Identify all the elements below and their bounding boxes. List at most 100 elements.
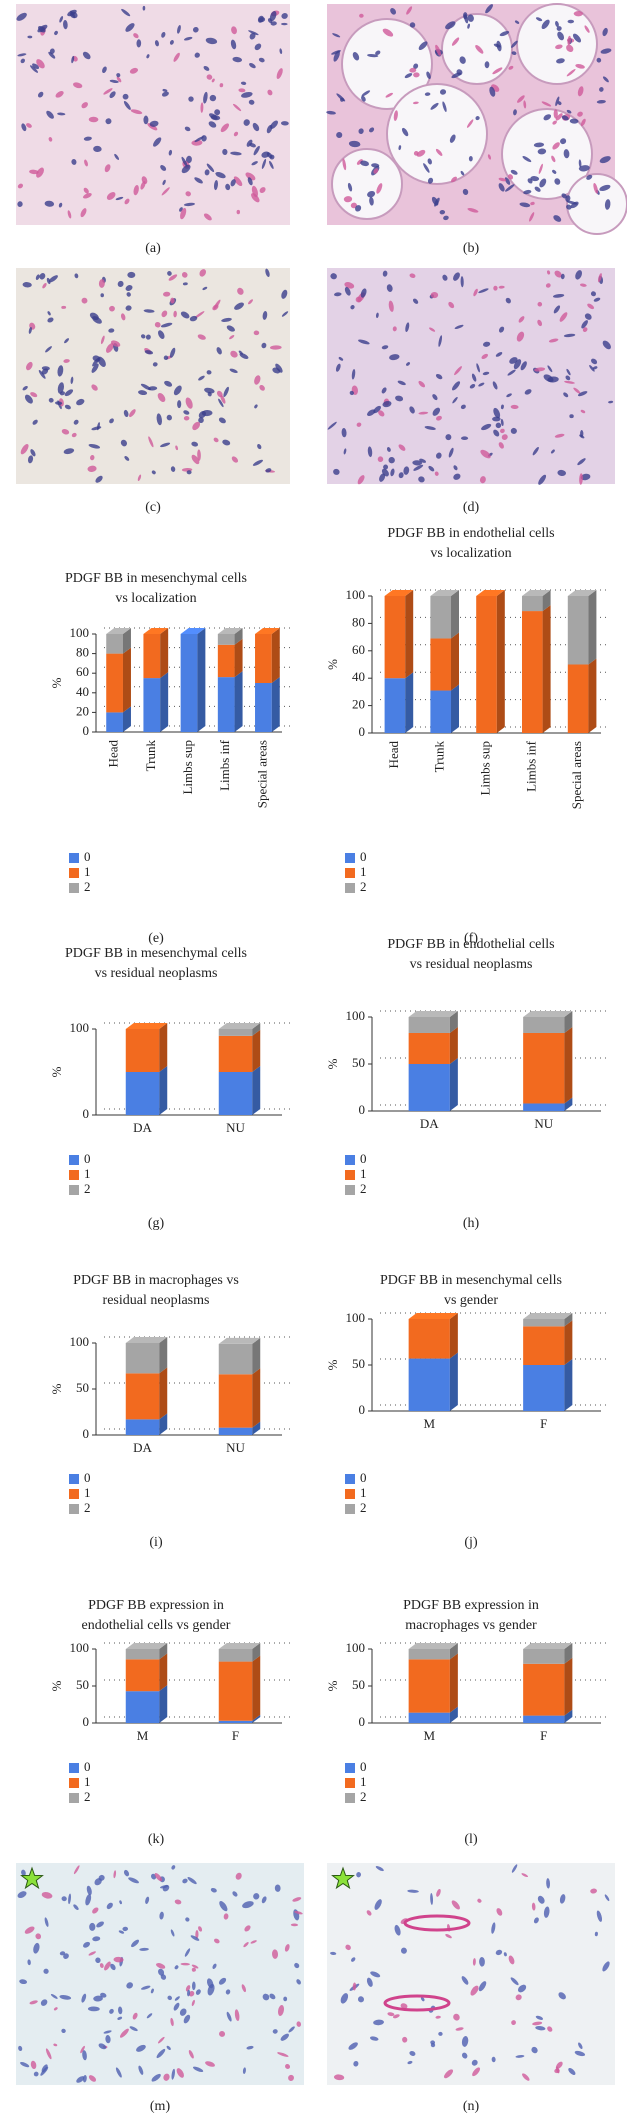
- cell-nucleus: [129, 2026, 138, 2032]
- cell-nucleus: [454, 366, 462, 376]
- cell-nucleus: [218, 398, 224, 408]
- cell-nucleus: [251, 161, 258, 166]
- cell-nucleus: [231, 26, 237, 35]
- bar-side: [252, 1368, 261, 1428]
- cell-nucleus: [537, 319, 543, 327]
- cell-nucleus: [96, 1921, 104, 1928]
- cell-nucleus: [159, 1911, 164, 1920]
- cell-nucleus: [390, 468, 395, 477]
- cell-nucleus: [481, 423, 492, 431]
- x-tick-label: M: [423, 1416, 435, 1431]
- cell-nucleus: [98, 2043, 107, 2050]
- cell-nucleus: [70, 376, 74, 384]
- chart: PDGF BB in macrophages vs residual neopla…: [49, 1273, 290, 1550]
- cell-nucleus: [327, 421, 337, 430]
- cell-nucleus: [602, 76, 609, 83]
- cell-nucleus: [332, 33, 341, 38]
- cell-nucleus: [243, 1942, 249, 1948]
- cell-nucleus: [436, 1888, 441, 1897]
- bar-segment: [125, 1072, 160, 1115]
- cell-nucleus: [504, 177, 511, 185]
- cell-nucleus: [579, 473, 583, 485]
- cell-nucleus: [551, 155, 556, 163]
- cell-nucleus: [538, 474, 547, 485]
- cell-nucleus: [232, 1891, 238, 1897]
- cell-nucleus: [537, 148, 547, 155]
- bar-segment: [523, 1663, 565, 1716]
- cell-nucleus: [547, 2026, 553, 2032]
- cell-nucleus: [579, 283, 587, 287]
- cell-nucleus: [176, 2068, 184, 2078]
- cell-nucleus: [71, 55, 75, 64]
- bar-segment: [218, 1343, 253, 1375]
- cell-nucleus: [104, 1961, 111, 1971]
- legend-label: 1: [360, 864, 367, 879]
- cell-nucleus: [181, 272, 188, 278]
- cell-nucleus: [105, 118, 112, 125]
- cell-nucleus: [162, 88, 168, 92]
- bar-segment: [408, 1712, 450, 1723]
- cell-nucleus: [73, 419, 79, 425]
- cell-nucleus: [541, 101, 552, 107]
- cell-nucleus: [191, 1967, 196, 1972]
- cell-nucleus: [22, 385, 28, 391]
- cell-nucleus: [575, 64, 585, 69]
- cell-nucleus: [177, 400, 182, 409]
- bar-segment: [521, 596, 543, 612]
- legend-label: 2: [84, 1181, 91, 1196]
- cell-nucleus: [250, 1940, 257, 1944]
- cell-nucleus: [35, 274, 40, 280]
- cell-nucleus: [604, 199, 611, 210]
- cell-nucleus: [443, 215, 449, 221]
- cell-nucleus: [146, 54, 150, 59]
- cell-nucleus: [206, 1978, 214, 1989]
- cell-nucleus: [430, 1893, 434, 1905]
- cell-nucleus: [116, 76, 122, 83]
- x-tick-label: Limbs sup: [180, 740, 195, 795]
- cell-nucleus: [392, 2014, 400, 2019]
- bar-side: [252, 1023, 261, 1036]
- cell-nucleus: [580, 118, 586, 127]
- cell-nucleus: [28, 326, 32, 334]
- cell-nucleus: [41, 2064, 48, 2073]
- cell-nucleus: [71, 159, 77, 165]
- bar-segment: [384, 596, 406, 679]
- cell-nucleus: [206, 74, 213, 80]
- bar-segment: [523, 1365, 565, 1411]
- y-tick-label: 0: [359, 724, 366, 739]
- cell-nucleus: [123, 100, 131, 110]
- cell-nucleus: [483, 341, 491, 347]
- cell-nucleus: [397, 380, 406, 386]
- y-tick-label: 100: [346, 587, 366, 602]
- legend-label: 0: [360, 1470, 367, 1485]
- cell-nucleus: [552, 120, 557, 125]
- legend-label: 1: [360, 1485, 367, 1500]
- cell-nucleus: [246, 2045, 254, 2050]
- bar-side: [234, 638, 243, 678]
- cell-nucleus: [288, 2026, 295, 2033]
- cell-nucleus: [21, 1869, 26, 1876]
- cell-nucleus: [348, 2042, 358, 2050]
- vessel: [403, 1914, 471, 1932]
- cell-nucleus: [167, 1995, 172, 2001]
- cell-nucleus: [129, 67, 139, 74]
- cell-nucleus: [575, 270, 583, 280]
- cell-nucleus: [442, 101, 447, 112]
- cell-nucleus: [145, 1896, 150, 1904]
- bar-segment: [523, 1319, 565, 1327]
- cell-nucleus: [104, 164, 111, 173]
- bar-segment: [430, 638, 452, 691]
- cell-nucleus: [409, 406, 415, 414]
- bar-top: [218, 1643, 261, 1649]
- cell-nucleus: [578, 165, 590, 172]
- cell-nucleus: [110, 1963, 116, 1971]
- cell-nucleus: [424, 426, 436, 430]
- bar-side: [252, 1655, 261, 1721]
- cell-nucleus: [420, 1997, 425, 2002]
- cell-nucleus: [596, 1910, 603, 1922]
- cell-nucleus: [20, 58, 25, 64]
- cell-nucleus: [493, 429, 500, 437]
- cell-nucleus: [514, 20, 520, 24]
- bar-segment: [384, 678, 406, 733]
- cell-nucleus: [29, 2000, 38, 2005]
